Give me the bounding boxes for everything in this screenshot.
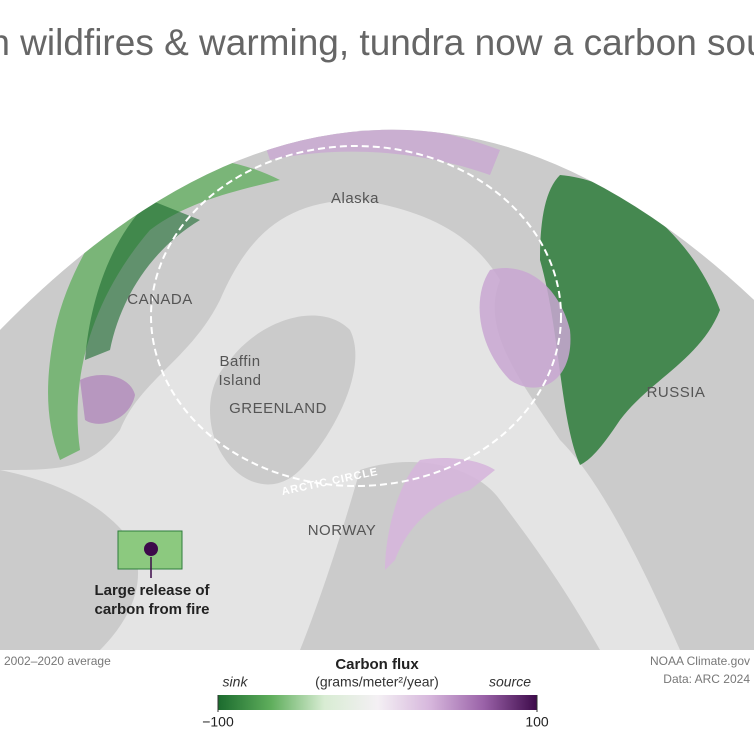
place-label: Baffin [219,353,260,370]
legend-units: (grams/meter²/year) [315,674,439,690]
place-label: NORWAY [308,522,377,539]
place-label: Alaska [331,190,379,207]
colorbar-tick-label: −100 [202,714,234,730]
place-label: CANADA [127,291,193,308]
fire-spot [144,542,158,556]
credit: NOAA Climate.gov [650,654,750,668]
legend-low: sink [223,674,249,690]
place-label: Island [218,372,261,389]
period: 2002–2020 average [4,654,111,668]
place-label: RUSSIA [647,384,706,401]
legend-high: source [489,674,531,690]
annotation: carbon from fire [94,601,209,618]
credit: Data: ARC 2024 [663,672,750,686]
legend-title: Carbon flux [335,656,419,673]
place-label: GREENLAND [229,400,327,417]
map [0,129,754,650]
colorbar [218,695,537,710]
title: With wildfires & warming, tundra now a c… [0,22,754,63]
annotation: Large release of [94,582,210,599]
colorbar-tick-label: 100 [525,714,549,730]
